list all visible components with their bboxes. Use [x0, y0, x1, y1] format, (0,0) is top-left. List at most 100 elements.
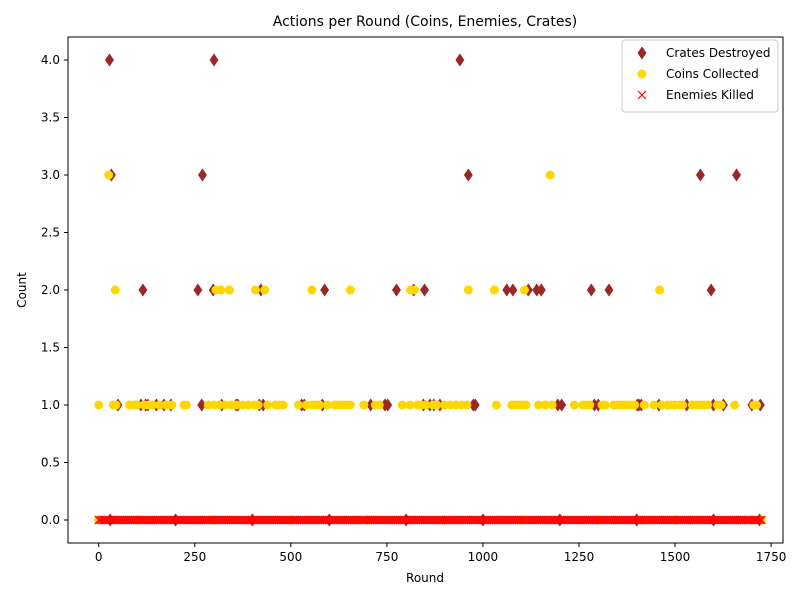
x-tick-label: 250 — [183, 550, 206, 564]
data-point — [755, 515, 764, 525]
data-point — [536, 283, 546, 297]
data-point — [138, 283, 148, 297]
x-axis-title: Round — [406, 571, 444, 585]
data-point — [294, 400, 304, 410]
data-point — [508, 283, 518, 297]
data-point — [585, 400, 595, 410]
data-point — [110, 285, 120, 295]
data-marks — [94, 53, 766, 527]
x-tick-label: 1250 — [564, 550, 595, 564]
data-point — [397, 400, 407, 410]
data-point — [630, 400, 640, 410]
legend-frame — [621, 39, 779, 113]
data-point — [695, 168, 705, 182]
data-point — [94, 400, 104, 410]
data-point — [432, 400, 442, 410]
y-tick-label: 0.0 — [41, 513, 60, 527]
data-point — [462, 400, 472, 410]
legend-marker — [637, 69, 647, 79]
data-point — [383, 398, 393, 412]
data-point — [753, 515, 763, 525]
y-tick-label: 0.5 — [41, 456, 60, 470]
y-tick-label: 1.0 — [41, 398, 60, 412]
data-point — [197, 168, 207, 182]
y-tick-label: 4.0 — [41, 53, 60, 67]
data-point — [557, 398, 567, 412]
data-point — [209, 53, 219, 67]
data-point — [639, 400, 649, 410]
data-point — [374, 400, 384, 410]
data-point — [250, 285, 260, 295]
legend-marker — [637, 90, 647, 100]
data-point — [730, 400, 740, 410]
legend-label: Crates Destroyed — [666, 46, 771, 60]
data-point — [534, 400, 544, 410]
data-point — [193, 283, 203, 297]
data-point — [491, 400, 501, 410]
data-point — [463, 285, 473, 295]
data-point — [154, 400, 164, 410]
data-point — [405, 400, 415, 410]
data-point — [260, 285, 270, 295]
x-tick-label: 1500 — [660, 550, 691, 564]
data-point — [345, 285, 355, 295]
data-point — [586, 283, 596, 297]
data-point — [502, 283, 512, 297]
data-point — [421, 400, 431, 410]
x-tick-label: 1750 — [756, 550, 787, 564]
data-point — [410, 285, 420, 295]
legend-items: Crates Destroyed Coins Collected Enemies K… — [637, 46, 771, 102]
data-point — [263, 400, 273, 410]
series-enemies-killed — [94, 515, 766, 525]
x-tick-label: 500 — [279, 550, 302, 564]
data-point — [455, 53, 465, 67]
data-point — [716, 400, 726, 410]
data-point — [545, 170, 555, 180]
y-tick-label: 3.0 — [41, 168, 60, 182]
data-point — [224, 285, 234, 295]
data-point — [521, 400, 531, 410]
data-point — [757, 515, 766, 525]
data-point — [470, 398, 480, 412]
data-point — [167, 400, 177, 410]
x-tick-label: 1000 — [468, 550, 499, 564]
data-point — [420, 283, 430, 297]
data-point — [604, 283, 614, 297]
data-point — [322, 400, 332, 410]
data-point — [216, 285, 226, 295]
y-axis-ticks: 0.0 0.5 1.0 1.5 2.0 2.5 3.0 3.5 4.0 — [41, 53, 68, 527]
data-point — [519, 285, 529, 295]
data-point — [706, 283, 716, 297]
data-point — [307, 285, 317, 295]
data-point — [463, 168, 473, 182]
legend-label: Enemies Killed — [666, 88, 754, 102]
data-point — [547, 400, 557, 410]
data-point — [181, 400, 191, 410]
data-point — [391, 283, 401, 297]
data-point — [253, 400, 263, 410]
y-tick-label: 3.5 — [41, 111, 60, 125]
legend-marker — [637, 46, 647, 60]
legend-item: Enemies Killed — [637, 88, 754, 102]
legend-item: Coins Collected — [637, 67, 759, 81]
legend: Crates Destroyed Coins Collected Enemies K… — [621, 39, 779, 113]
data-point — [104, 53, 114, 67]
data-point — [678, 400, 688, 410]
data-point — [345, 400, 355, 410]
data-point — [315, 400, 325, 410]
data-point — [359, 400, 369, 410]
data-point — [132, 400, 142, 410]
x-tick-label: 750 — [375, 550, 398, 564]
data-point — [148, 400, 158, 410]
data-point — [489, 285, 499, 295]
data-point — [320, 283, 330, 297]
chart-title: Actions per Round (Coins, Enemies, Crate… — [273, 14, 577, 30]
legend-label: Coins Collected — [666, 67, 759, 81]
y-axis-title: Count — [15, 272, 29, 308]
data-point — [111, 400, 121, 410]
data-point — [703, 400, 713, 410]
data-point — [655, 285, 665, 295]
y-tick-label: 1.5 — [41, 341, 60, 355]
x-tick-label: 0 — [95, 550, 103, 564]
